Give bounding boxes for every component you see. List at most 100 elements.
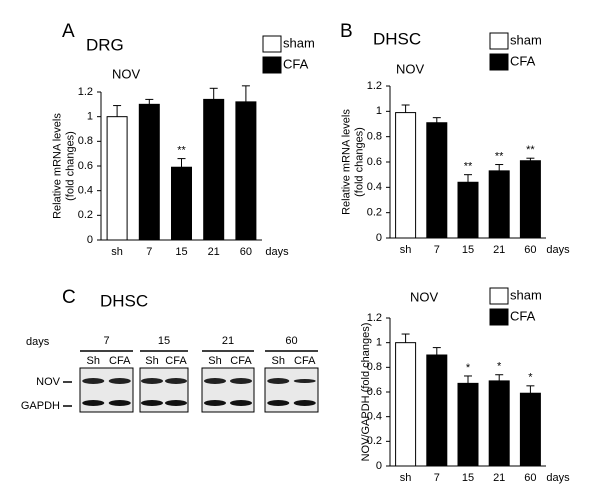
x-axis-label: days: [265, 246, 289, 258]
band: [293, 400, 316, 406]
band: [293, 379, 316, 383]
blot-title: DHSC: [100, 291, 148, 310]
group-day: 21: [222, 335, 234, 347]
band: [267, 378, 290, 384]
bar: [426, 354, 448, 467]
band: [141, 378, 163, 384]
band: [267, 400, 290, 406]
bar: [106, 116, 128, 241]
legend-swatch: [262, 56, 282, 74]
legend-swatch: [489, 53, 509, 71]
y-axis-label: Relative mRNA levels: [51, 113, 63, 219]
bar: [395, 342, 417, 467]
y-axis-label: Relative mRNA levels: [340, 109, 352, 215]
y-tick-label: 0.8: [78, 135, 93, 147]
panel-label: C: [62, 287, 76, 308]
significance-mark: **: [495, 150, 504, 162]
y-tick-label: 0: [376, 460, 382, 472]
x-tick-label: 15: [175, 246, 187, 258]
bar: [457, 181, 479, 239]
significance-mark: **: [526, 144, 535, 156]
row-label: NOV: [36, 376, 61, 388]
bar: [519, 392, 541, 467]
y-tick-label: 1: [87, 111, 93, 123]
row-label: GAPDH: [21, 400, 60, 412]
band: [230, 378, 252, 384]
legend-swatch: [489, 287, 509, 305]
y-axis-label: NOV/GAPDH (fold changes): [360, 323, 372, 462]
y-tick-label: 0.8: [367, 361, 382, 373]
legend-label: CFA: [510, 308, 536, 323]
legend-label: CFA: [510, 53, 536, 68]
x-tick-label: sh: [111, 246, 123, 258]
lane-label: Sh: [272, 355, 285, 367]
bar: [519, 160, 541, 239]
x-axis-label: days: [546, 244, 570, 256]
band: [82, 378, 105, 384]
significance-mark: *: [528, 372, 533, 384]
x-tick-label: sh: [400, 244, 412, 256]
bar: [395, 112, 417, 239]
y-tick-label: 0.8: [367, 131, 382, 143]
group-day: 15: [158, 335, 170, 347]
y-tick-label: 1.2: [367, 80, 382, 92]
legend-swatch: [489, 308, 509, 326]
x-tick-label: 7: [146, 246, 152, 258]
band: [204, 400, 226, 406]
days-label: days: [26, 336, 50, 348]
x-tick-label: sh: [400, 472, 412, 484]
y-tick-label: 0.6: [367, 386, 382, 398]
x-tick-label: 15: [462, 244, 474, 256]
bar: [203, 98, 225, 241]
y-tick-label: 1: [376, 337, 382, 349]
lane-label: Sh: [208, 355, 221, 367]
y-tick-label: 0: [376, 232, 382, 244]
legend-label: sham: [510, 287, 542, 302]
band: [204, 378, 226, 384]
x-tick-label: 7: [434, 244, 440, 256]
chart-subtitle: NOV: [396, 61, 425, 76]
band: [165, 400, 187, 406]
x-tick-label: 15: [462, 472, 474, 484]
band: [108, 378, 131, 384]
y-tick-label: 0.2: [367, 435, 382, 447]
y-tick-label: 1.2: [367, 312, 382, 324]
significance-mark: *: [497, 361, 502, 373]
chart-title: DRG: [86, 35, 124, 54]
y-tick-label: 0.6: [78, 160, 93, 172]
y-axis-label: (fold changes): [64, 131, 76, 201]
lane-label: CFA: [230, 355, 252, 367]
x-tick-label: 21: [208, 246, 220, 258]
legend-label: sham: [283, 35, 315, 50]
chart-subtitle: NOV: [112, 66, 141, 81]
y-tick-label: 0.4: [78, 185, 93, 197]
bar: [426, 122, 448, 239]
bar: [235, 101, 257, 241]
x-tick-label: 7: [434, 472, 440, 484]
bar: [171, 166, 192, 241]
x-tick-label: 60: [524, 472, 536, 484]
y-tick-label: 1.2: [78, 86, 93, 98]
y-tick-label: 0: [87, 234, 93, 246]
y-tick-label: 1: [376, 105, 382, 117]
group-day: 7: [103, 335, 109, 347]
significance-mark: *: [466, 362, 471, 374]
bar: [488, 380, 510, 467]
chart-title: DHSC: [373, 29, 421, 48]
lane-label: CFA: [109, 355, 131, 367]
x-axis-label: days: [546, 472, 570, 484]
x-tick-label: 60: [524, 244, 536, 256]
bar: [488, 170, 510, 239]
legend-swatch: [489, 32, 509, 50]
group-day: 60: [285, 335, 297, 347]
lane-label: CFA: [294, 355, 316, 367]
y-tick-label: 0.2: [367, 207, 382, 219]
band: [141, 400, 163, 406]
band: [165, 378, 187, 384]
lane-label: CFA: [165, 355, 187, 367]
panel-label: B: [340, 21, 353, 42]
legend-label: CFA: [283, 56, 309, 71]
bar: [138, 103, 160, 241]
panel-label: A: [62, 21, 75, 42]
